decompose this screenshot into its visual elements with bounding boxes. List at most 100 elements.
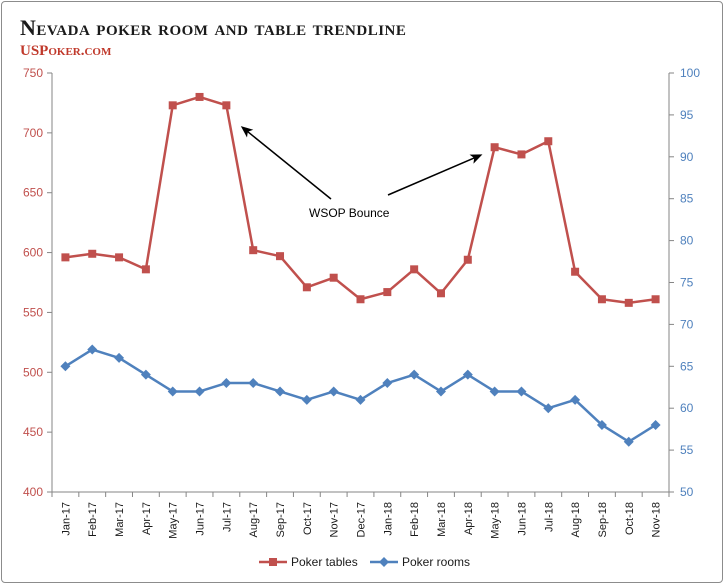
y-left-tick-label: 700 <box>23 126 43 140</box>
poker-tables-point <box>436 289 445 298</box>
poker-rooms-point <box>275 386 286 397</box>
poker-rooms-point <box>60 361 71 372</box>
x-tick-label: Jun-17 <box>195 502 207 536</box>
poker-rooms-point <box>435 386 446 397</box>
poker-tables-point <box>329 273 338 282</box>
series-group <box>60 92 661 447</box>
poker-tables-point <box>624 298 633 307</box>
y-right-tick-label: 55 <box>680 443 694 457</box>
x-tick-label: Oct-18 <box>624 502 636 535</box>
y-left-tick-label: 500 <box>23 365 43 379</box>
poker-rooms-point <box>382 378 393 389</box>
x-tick-label: Aug-17 <box>248 502 260 537</box>
annotation-arrow-right <box>387 154 483 196</box>
y-right-tick-label: 50 <box>680 485 694 499</box>
poker-rooms-point <box>623 436 634 447</box>
legend-marker-rooms <box>379 557 389 567</box>
y-right-tick-label: 75 <box>680 276 694 290</box>
poker-rooms-point <box>355 394 366 405</box>
poker-rooms-point <box>462 369 473 380</box>
poker-tables-point <box>356 295 365 304</box>
poker-tables-point <box>597 295 606 304</box>
y-right-tick-label: 80 <box>680 234 694 248</box>
x-tick-label: Dec-17 <box>356 502 368 537</box>
poker-tables-point <box>571 267 580 276</box>
annotation-label: WSOP Bounce <box>309 206 390 220</box>
x-tick-label: Sep-18 <box>597 502 609 537</box>
poker-tables-point <box>651 295 660 304</box>
y-left-tick-label: 600 <box>23 246 43 260</box>
x-tick-label: May-18 <box>490 502 502 539</box>
poker-tables-point <box>383 288 392 297</box>
x-tick-label: Mar-18 <box>436 502 448 537</box>
poker-tables-point <box>61 253 70 262</box>
poker-rooms-point <box>248 378 259 389</box>
poker-tables-point <box>276 252 285 261</box>
poker-tables-line <box>65 95 656 305</box>
x-tick-label: Jul-17 <box>221 502 233 532</box>
poker-tables-point <box>115 253 124 262</box>
x-tick-label: May-17 <box>168 502 180 539</box>
x-tick-label: Jan-18 <box>382 502 394 536</box>
legend-label-tables: Poker tables <box>291 555 358 569</box>
legend: Poker tables Poker rooms <box>259 555 470 569</box>
y-left-tick-label: 750 <box>23 66 43 80</box>
poker-rooms-point <box>194 386 205 397</box>
poker-tables-point <box>222 101 231 110</box>
legend-marker-tables <box>269 558 277 566</box>
y-right-tick-label: 85 <box>680 192 694 206</box>
poker-rooms-point <box>328 386 339 397</box>
axes-group: 400 450 500 550 600 650 700 750 50 55 60 65 70 75 80 85… <box>23 66 700 539</box>
chart-subtitle: USPoker.com <box>20 43 112 59</box>
annotation-arrow-left <box>240 126 332 200</box>
poker-tables-point <box>544 137 553 146</box>
poker-tables-point <box>463 255 472 264</box>
poker-tables-point <box>249 246 258 255</box>
poker-rooms-point <box>570 394 581 405</box>
poker-rooms-point <box>140 369 151 380</box>
y-left-tick-label: 550 <box>23 305 43 319</box>
poker-rooms-point <box>114 352 125 363</box>
x-tick-label: Jul-18 <box>543 502 555 532</box>
poker-rooms-point <box>650 419 661 430</box>
poker-rooms-point <box>167 386 178 397</box>
y-right-tick-label: 100 <box>680 66 700 80</box>
poker-tables-point <box>88 249 97 258</box>
x-tick-label: Apr-17 <box>141 502 153 535</box>
x-tick-label: Mar-17 <box>114 502 126 537</box>
x-tick-label: Nov-17 <box>329 502 341 537</box>
x-tick-label: Sep-17 <box>275 502 287 537</box>
poker-rooms-point <box>301 394 312 405</box>
poker-tables-point <box>490 143 499 152</box>
poker-rooms-point <box>409 369 420 380</box>
y-left-tick-label: 450 <box>23 425 43 439</box>
poker-tables-point <box>302 283 311 292</box>
y-left-tick-label: 650 <box>23 186 43 200</box>
y-right-tick-label: 70 <box>680 317 694 331</box>
poker-tables-point <box>517 150 526 159</box>
y-right-tick-label: 95 <box>680 108 694 122</box>
x-tick-label: Apr-18 <box>463 502 475 535</box>
poker-tables-point <box>168 101 177 110</box>
y-right-tick-label: 60 <box>680 401 694 415</box>
x-tick-label: Nov-18 <box>651 502 663 537</box>
x-tick-label: Oct-17 <box>302 502 314 535</box>
poker-rooms-point <box>87 344 98 355</box>
legend-label-rooms: Poker rooms <box>402 555 470 569</box>
y-right-tick-label: 65 <box>680 359 694 373</box>
poker-tables-point <box>410 265 419 274</box>
poker-rooms-point <box>221 378 232 389</box>
y-right-tick-label: 90 <box>680 150 694 164</box>
annotation-group: WSOP Bounce <box>240 126 483 220</box>
poker-rooms-point <box>596 419 607 430</box>
poker-tables-point <box>195 92 204 101</box>
chart-title: Nevada poker room and table trendline <box>20 15 406 40</box>
x-tick-label: Feb-18 <box>409 502 421 537</box>
poker-rooms-point <box>489 386 500 397</box>
y-left-tick-label: 400 <box>23 485 43 499</box>
x-tick-label: Feb-17 <box>87 502 99 537</box>
x-tick-label: Aug-18 <box>570 502 582 537</box>
x-tick-label: Jun-18 <box>516 502 528 536</box>
